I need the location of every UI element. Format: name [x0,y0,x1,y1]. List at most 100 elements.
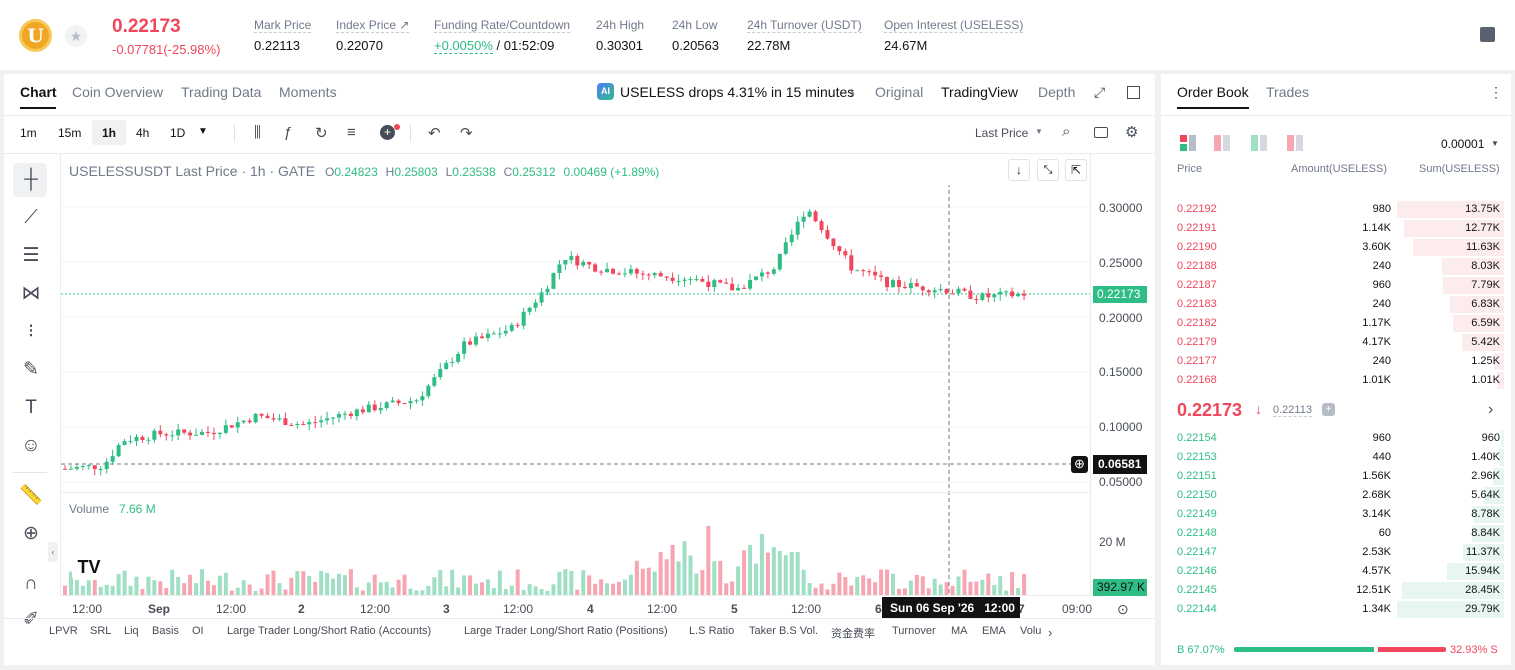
indicator-item[interactable]: Liq [124,625,139,637]
bid-row[interactable]: 0.22144 1.34K 29.79K [1177,601,1504,618]
interval-4h[interactable]: 4h [136,126,150,140]
crosshair-icon[interactable]: ┼ [24,169,38,190]
bid-row[interactable]: 0.22151 1.56K 2.96K [1177,468,1504,485]
view-asks-icon[interactable] [1214,135,1230,151]
bid-row[interactable]: 0.22153 440 1.40K [1177,449,1504,466]
notes-icon[interactable] [1480,27,1495,42]
indicator-item[interactable]: MA [951,625,968,637]
index-price-label[interactable]: Index Price ↗ [336,18,410,33]
price-type-select[interactable]: Last Price [975,126,1029,140]
view-tradingview[interactable]: TradingView [941,84,1019,100]
funding-rate[interactable]: +0.0050% [434,38,493,54]
view-original[interactable]: Original [875,84,924,100]
bid-row[interactable]: 0.22149 3.14K 8.78K [1177,506,1504,523]
trend-line-icon[interactable]: ⟋ [24,207,38,228]
tab-coin-overview[interactable]: Coin Overview [72,84,164,100]
add-indicator-icon[interactable]: + [380,125,395,140]
gear-icon[interactable]: ⚙ [1125,124,1139,141]
indicators-icon[interactable]: ƒ [284,124,293,141]
ask-row[interactable]: 0.22187 960 7.79K [1177,277,1504,294]
favorite-star-icon[interactable]: ★ [65,25,87,47]
zoom-in-icon[interactable]: ⊕ [23,523,39,544]
more-icon[interactable]: ⋮ [1489,84,1503,100]
scroll-down-icon[interactable]: ↓ [1008,159,1030,181]
view-depth[interactable]: Depth [1038,84,1076,100]
ruler-icon[interactable]: 📏 [19,485,43,506]
search-icon[interactable]: ⌕ [1062,123,1071,140]
indicator-item[interactable]: L.S Ratio [689,625,735,637]
indicator-item[interactable]: EMA [982,625,1006,637]
chevron-right-icon[interactable]: › [1048,625,1053,640]
indicator-item[interactable]: OI [192,625,204,637]
lock-drawing-icon[interactable]: ✐ [23,609,39,630]
ask-row[interactable]: 0.22192 980 13.75K [1177,201,1504,218]
tab-order-book[interactable]: Order Book [1177,84,1249,100]
view-bids-icon[interactable] [1251,135,1267,151]
refresh-icon[interactable]: ↻ [315,125,328,142]
ask-row[interactable]: 0.22190 3.60K 11.63K [1177,239,1504,256]
view-ratio-icon[interactable] [1287,135,1303,151]
chevron-right-icon[interactable]: › [850,84,855,100]
tab-chart[interactable]: Chart [20,84,57,100]
indicator-item[interactable]: Volu [1020,625,1042,637]
precision-dropdown-icon[interactable]: ▼ [1491,139,1499,148]
bid-row[interactable]: 0.22145 12.51K 28.45K [1177,582,1504,599]
funding-rate-label[interactable]: Funding Rate/Countdown [434,18,571,33]
bid-row[interactable]: 0.22150 2.68K 5.64K [1177,487,1504,504]
interval-1h[interactable]: 1h [102,126,117,140]
collapse-toolbar-button[interactable]: ‹ [48,542,58,562]
indicator-item[interactable]: SRL [90,625,112,637]
shield-icon[interactable]: + [1322,403,1335,416]
price-chart[interactable] [61,185,1091,595]
bid-row[interactable]: 0.22147 2.53K 11.37K [1177,544,1504,561]
emoji-icon[interactable]: ☺ [21,435,41,456]
tab-moments[interactable]: Moments [279,84,337,100]
interval-1d[interactable]: 1D [170,126,186,140]
precision-select[interactable]: 0.00001 [1441,137,1485,151]
indicator-item[interactable]: 资金费率 [831,628,875,640]
view-both-icon[interactable] [1180,135,1196,151]
bid-row[interactable]: 0.22154 960 960 [1177,430,1504,447]
candle-type-icon[interactable]: ⫼ [254,124,261,141]
mark-price-label[interactable]: Mark Price [254,18,312,33]
pattern-icon[interactable]: ⋈ [21,283,41,304]
collapse-icon[interactable]: ⤡ [1037,159,1059,181]
undo-icon[interactable]: ↶ [428,125,441,142]
interval-15m[interactable]: 15m [58,126,82,140]
ask-row[interactable]: 0.22188 240 8.03K [1177,258,1504,275]
ask-row[interactable]: 0.22177 240 1.25K [1177,353,1504,370]
bid-row[interactable]: 0.22148 60 8.84K [1177,525,1504,542]
mark-price-small[interactable]: 0.22113 [1273,404,1312,417]
brush-icon[interactable]: ✎ [23,359,39,380]
indicator-item[interactable]: Turnover [892,625,936,637]
ask-row[interactable]: 0.22183 240 6.83K [1177,296,1504,313]
chart-settings-icon[interactable]: ⊙ [1117,601,1129,617]
interval-1m[interactable]: 1m [20,126,37,140]
magnet-icon[interactable]: ∩ [24,573,38,594]
ask-row[interactable]: 0.22168 1.01K 1.01K [1177,372,1504,389]
tab-trading-data[interactable]: Trading Data [181,84,262,100]
tradingview-logo-icon[interactable]: TV [72,554,106,580]
price-type-dropdown-icon[interactable]: ▼ [1035,127,1043,136]
chevron-right-icon[interactable]: › [1488,401,1494,418]
indicator-item[interactable]: Large Trader Long/Short Ratio (Positions… [464,625,668,637]
camera-icon[interactable] [1094,127,1108,138]
add-alert-icon[interactable]: ⊕ [1071,456,1088,473]
indicator-item[interactable]: Large Trader Long/Short Ratio (Accounts) [227,625,432,637]
fullscreen-icon[interactable]: ⤢ [1094,84,1106,100]
indicator-item[interactable]: Basis [152,625,179,637]
text-tool-icon[interactable]: T [25,397,37,418]
indicator-item[interactable]: LPVR [49,625,78,637]
fib-icon[interactable]: ⁝ [27,321,35,342]
layout-icon[interactable] [1127,86,1140,99]
ask-row[interactable]: 0.22179 4.17K 5.42K [1177,334,1504,351]
tab-trades[interactable]: Trades [1266,84,1310,100]
redo-icon[interactable]: ↷ [460,125,473,142]
turnover-label[interactable]: 24h Turnover (USDT) [747,18,862,33]
templates-icon[interactable]: ≡ [347,124,356,141]
indicator-item[interactable]: Taker B.S Vol. [749,625,819,637]
open-interest-label[interactable]: Open Interest (USELESS) [884,18,1024,33]
ai-news-banner[interactable]: USELESS drops 4.31% in 15 minutes [620,84,855,100]
bid-row[interactable]: 0.22146 4.57K 15.94K [1177,563,1504,580]
ask-row[interactable]: 0.22182 1.17K 6.59K [1177,315,1504,332]
